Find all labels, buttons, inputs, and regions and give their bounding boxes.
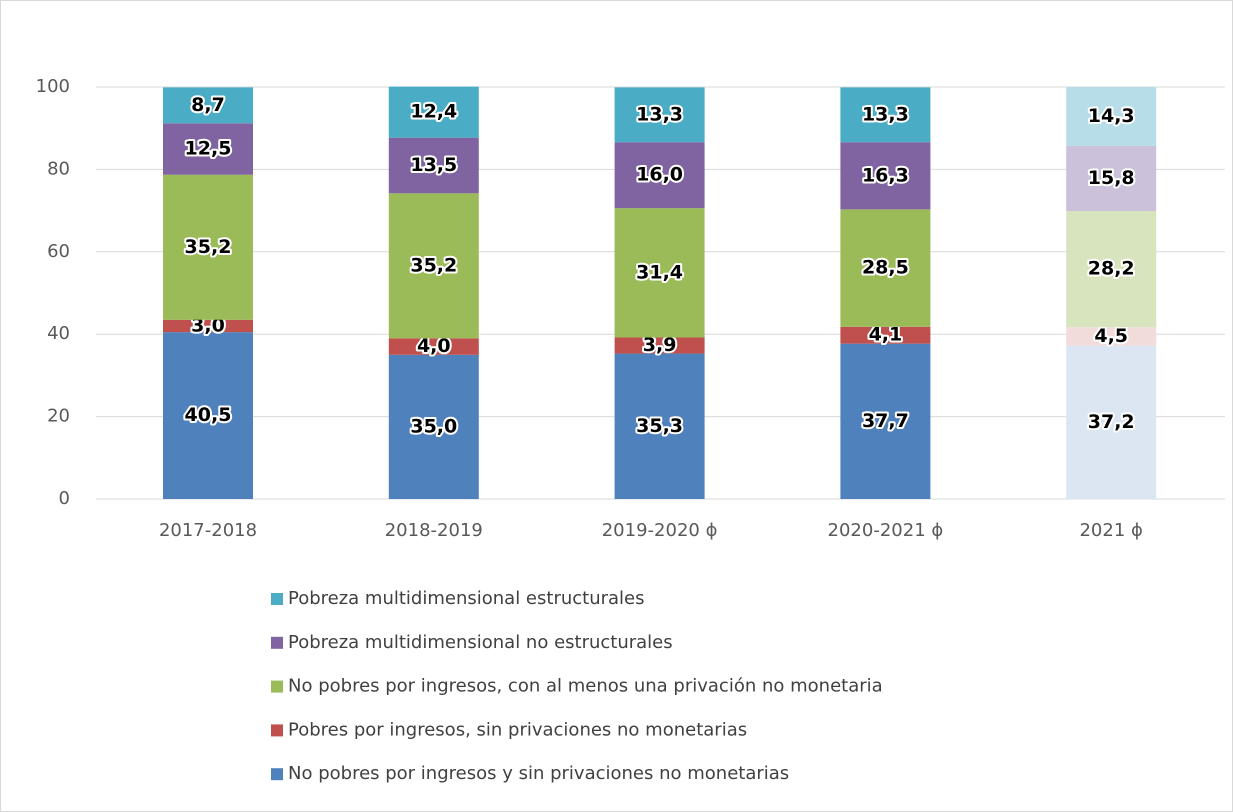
value-label: 12,5 [185, 138, 232, 160]
value-label: 4,5 [1094, 325, 1128, 347]
y-tick-label: 20 [47, 406, 70, 427]
legend-swatch [271, 768, 283, 781]
y-tick-label: 100 [36, 76, 70, 97]
value-label: 13,5 [410, 154, 457, 176]
bar-segment [163, 123, 253, 175]
value-label: 13,3 [862, 103, 909, 125]
bar-segment [1066, 211, 1157, 328]
legend-label: Pobreza multidimensional estructurales [288, 588, 645, 609]
bar-segment [388, 86, 479, 138]
value-label: 3,9 [643, 334, 677, 356]
legend-swatch [271, 680, 283, 693]
bar-segment [614, 87, 705, 143]
y-tick-label: 40 [47, 323, 70, 344]
legend-swatch [271, 724, 283, 737]
bar-segment [388, 137, 479, 194]
value-label: 35,2 [410, 254, 457, 276]
bar-segment [840, 326, 931, 344]
bar-segment [1066, 345, 1157, 499]
legend-swatch [271, 636, 283, 649]
bar-segment [840, 142, 931, 210]
bar-segment [840, 343, 931, 499]
legend-label: No pobres por ingresos, con al menos una… [288, 676, 883, 697]
bar-segment [614, 208, 705, 338]
bar-segment [1066, 145, 1157, 212]
bar-segment [614, 142, 705, 209]
y-tick-label: 0 [59, 488, 70, 509]
value-label: 16,3 [862, 164, 909, 186]
y-tick-label: 60 [47, 241, 70, 262]
legend-label: No pobres por ingresos y sin privaciones… [288, 763, 789, 784]
value-label: 14,3 [1088, 105, 1135, 127]
value-label: 40,5 [185, 404, 232, 426]
value-label: 16,0 [636, 164, 683, 186]
value-label: 8,7 [191, 94, 225, 116]
x-tick-label: 2017-2018 [159, 520, 257, 541]
bar-segment [1066, 327, 1157, 346]
bar-segment [388, 193, 479, 339]
bar-segment [163, 332, 253, 499]
bar-segment [840, 87, 931, 143]
value-label: 4,1 [869, 324, 903, 346]
legend-label: Pobres por ingresos, sin privaciones no … [288, 719, 747, 740]
x-tick-label: 2019-2020 ϕ [602, 520, 718, 541]
bar-segment [163, 174, 253, 320]
bar-segment [614, 353, 705, 499]
value-label: 28,2 [1088, 258, 1135, 280]
bar-segment [388, 354, 479, 499]
bar-segment [163, 87, 253, 124]
value-label: 15,8 [1088, 167, 1135, 189]
bar-segment [840, 209, 931, 327]
x-tick-label: 2018-2019 [385, 520, 483, 541]
value-label: 4,0 [417, 335, 451, 357]
x-tick-label: 2021 ϕ [1079, 520, 1142, 541]
legend-swatch [271, 593, 283, 605]
value-label: 35,2 [185, 236, 232, 258]
legend-label: Pobreza multidimensional no estructurale… [288, 632, 673, 653]
bar-segment [163, 319, 253, 333]
value-label: 31,4 [636, 261, 683, 283]
value-label: 13,3 [636, 103, 683, 125]
value-label: 37,7 [862, 410, 909, 432]
x-tick-label: 2020-2021 ϕ [828, 520, 944, 541]
value-label: 12,4 [410, 101, 457, 123]
value-label: 37,2 [1088, 411, 1135, 433]
bar-segment [614, 337, 705, 354]
bar-segment [388, 338, 479, 355]
value-label: 35,3 [636, 415, 683, 437]
bar-segment [1066, 87, 1157, 146]
y-tick-label: 80 [47, 158, 70, 179]
value-label: 35,0 [410, 415, 457, 437]
value-label: 28,5 [862, 257, 909, 279]
